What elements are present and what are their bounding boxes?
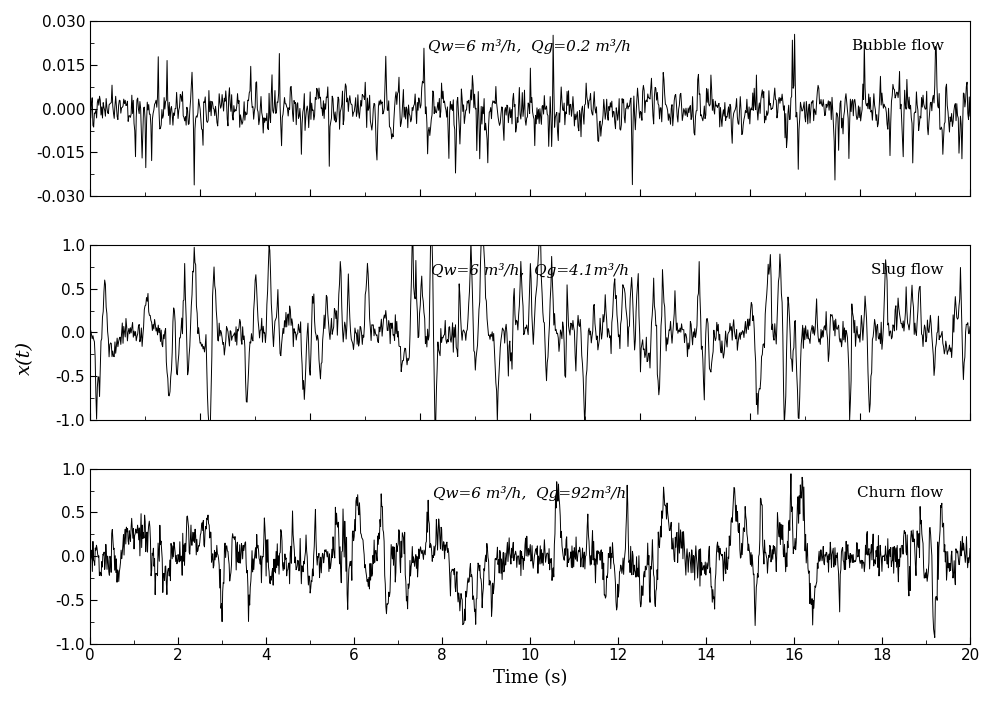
Text: Qw=6 m³/h,  Qg=4.1m³/h: Qw=6 m³/h, Qg=4.1m³/h: [431, 262, 629, 277]
Text: Slug flow: Slug flow: [871, 262, 944, 277]
Text: Qw=6 m³/h,  Qg=92m³/h: Qw=6 m³/h, Qg=92m³/h: [433, 486, 627, 501]
Text: Bubble flow: Bubble flow: [852, 39, 944, 53]
Text: Churn flow: Churn flow: [857, 486, 944, 500]
X-axis label: Time (s): Time (s): [493, 669, 567, 687]
Text: Qw=6 m³/h,  Qg=0.2 m³/h: Qw=6 m³/h, Qg=0.2 m³/h: [428, 39, 632, 54]
Text: x(t): x(t): [16, 340, 34, 375]
